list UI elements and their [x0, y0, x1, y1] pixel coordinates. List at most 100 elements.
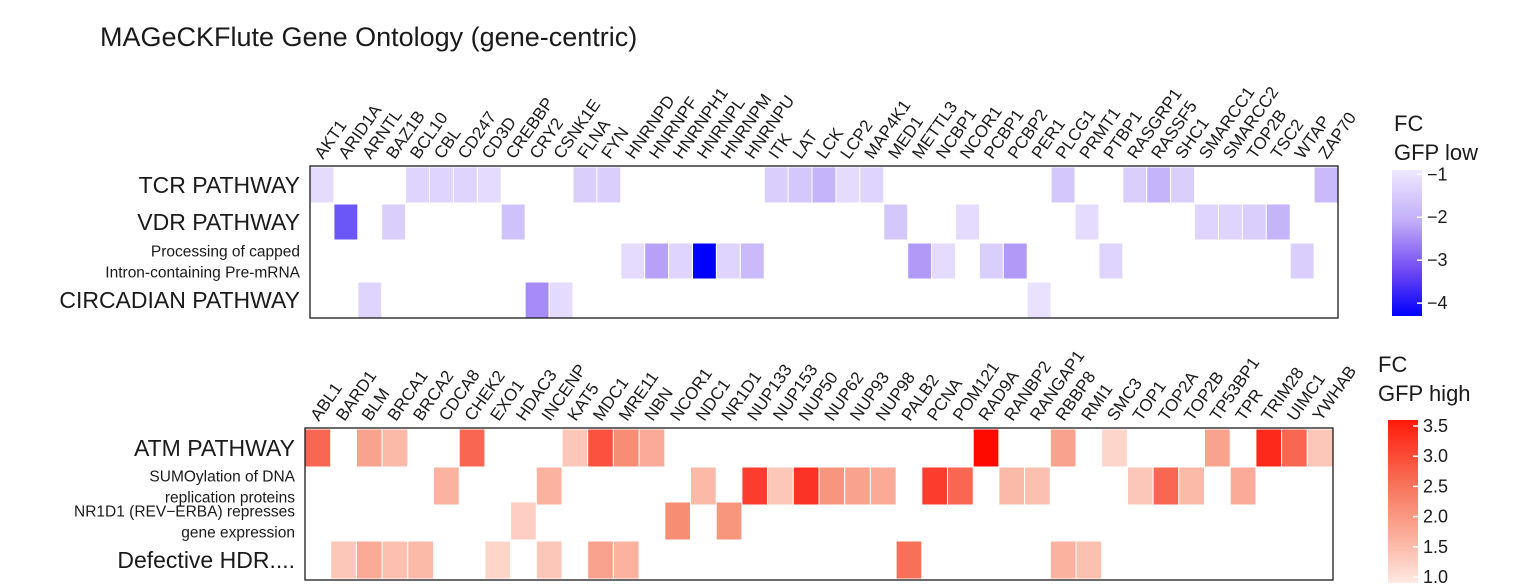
- row-label: Defective HDR....: [117, 547, 295, 573]
- heatmap-cell: PRMT1: -1.2: [1074, 203, 1100, 241]
- heatmap-cell: NUP93: 1.9: [844, 466, 871, 506]
- heatmap-cell: AKT1: -1.2: [309, 166, 335, 204]
- legend-tick-label: −1: [1427, 164, 1448, 184]
- heatmap-cell: ITK: -1.4: [763, 166, 789, 204]
- heatmap-gfp-low: AKT1ARID1AARNTLBAZ1BBCL10CBLCD247CD3DCRE…: [59, 83, 1360, 319]
- heatmap-cell: NDC1: 1.6: [690, 466, 717, 506]
- row-labels: TCR PATHWAY VDR PATHWAY Processing of capp…: [59, 172, 300, 313]
- heatmap-cell: RMI1: 1.5: [1075, 540, 1103, 580]
- chart-title: MAGeCKFlute Gene Ontology (gene-centric): [100, 22, 637, 52]
- heatmap-cell: SMC3: 1.2: [1101, 428, 1128, 468]
- heatmap-cells: ABL1: 2.6 BLM: 1.9BRCA1: 1.6 CHEK2: 2.6 KAT…: [304, 428, 1334, 580]
- legend-tick-label: −4: [1427, 293, 1448, 313]
- legend-gfp-high: FC GFP high 3.5 3.0 2.5 2.0 1.5 1.0: [1378, 352, 1471, 587]
- heatmap-cell: TSC2: -1.8: [1265, 203, 1291, 241]
- heatmap-cell: CD247: -1.3: [452, 166, 478, 204]
- legend-colorbar: [1392, 170, 1422, 316]
- heatmap-cell: FLNA: -1.4: [572, 166, 598, 204]
- heatmap-cell: CSNK1E: -1.2: [548, 281, 574, 319]
- heatmap-cell: PLCG1: -1.5: [1050, 166, 1076, 204]
- heatmap-cell: SMARCC1: -1.3: [1194, 203, 1219, 241]
- heatmap-cell: CREBBP: -1.6: [500, 203, 526, 241]
- heatmap-cell: EXO1: 1.2: [484, 540, 512, 580]
- heatmap-cell: POM121: 2.6: [947, 466, 974, 506]
- heatmap-cell: BAZ1B: -1.4: [381, 203, 407, 241]
- heatmap-cell: METTL3: -2.2: [907, 242, 933, 280]
- heatmap-cell: NUP133: 3: [741, 466, 769, 506]
- heatmap-cell: TOP2B: -1.4: [1241, 203, 1267, 241]
- heatmap-cell: HNRNPU: -1.7: [739, 242, 765, 280]
- heatmap-cell: TPR: 1.8: [1229, 466, 1257, 506]
- heatmap-cell: CD3D: -1.2: [476, 166, 502, 204]
- heatmap-cell: KAT5: 1.4: [561, 428, 589, 468]
- legend-tick-label: 2.5: [1423, 476, 1448, 496]
- legend-title: FC: [1394, 111, 1423, 136]
- legend-tick-label: 1.0: [1423, 567, 1448, 587]
- heatmap-cell: TOP2B: 1.6: [1178, 466, 1206, 506]
- heatmap-cell: BLM: 1.8: [355, 540, 383, 580]
- heatmap-cell: INCENP: 1.4: [535, 540, 563, 580]
- heatmap-cell: PALB2: 2.5: [895, 540, 923, 580]
- heatmap-cell: HDAC3: 1.3: [510, 501, 537, 541]
- heatmap-cell: MDC1: 2.8: [587, 428, 614, 468]
- heatmap-cell: PER1: -1.1: [1026, 281, 1052, 319]
- heatmap-cell: BRCA1: 1.6: [381, 428, 409, 468]
- row-label: SUMOylation of DNA: [149, 469, 295, 486]
- heatmap-cell: RASSF5: -1.8: [1146, 166, 1172, 204]
- gene-labels: ABL1BARD1BLMBRCA1BRCA2CDCA8CHEK2EXO1HDAC…: [307, 347, 1361, 424]
- legend-title: GFP high: [1378, 381, 1471, 406]
- heatmap-cell: NCBP1: -1.2: [931, 242, 956, 280]
- heatmap-cell: PCBP2: -2.2: [1002, 242, 1028, 280]
- heatmap-cell: RANBP2: 1.6: [998, 466, 1026, 506]
- gene-labels: AKT1ARID1AARNTLBAZ1BBCL10CBLCD247CD3DCRE…: [311, 83, 1360, 162]
- heatmap-cell: CHEK2: 2.6: [458, 428, 486, 468]
- heatmap-cell: NR1D1: 2.1: [715, 501, 743, 541]
- heatmap-cell: FYN: -1.4: [596, 166, 622, 204]
- heatmap-cell: PCBP1: -1.4: [978, 242, 1004, 280]
- legend-gfp-low: FC GFP low−1 −2 −3 −4: [1392, 111, 1478, 316]
- heatmap-cell: RAD9A: 3.5: [972, 428, 1000, 468]
- heatmap-cell: BRCA1: 1.5: [381, 540, 409, 580]
- heatmap-cell: TRIM28: 3.2: [1255, 428, 1283, 468]
- heatmap-gfp-high: ABL1BARD1BLMBRCA1BRCA2CDCA8CHEK2EXO1HDAC…: [74, 347, 1361, 581]
- legend-tick-label: 2.0: [1423, 507, 1448, 527]
- heatmap-cell: RANGAP1: 1.5: [1024, 466, 1051, 506]
- heatmap-cell: MED1: -1.5: [883, 203, 909, 241]
- heatmap-cell: HNRNPD: -1.2: [620, 242, 646, 280]
- heatmap-cell: RBBP8: 1.9: [1049, 428, 1077, 468]
- heatmap-cell: MDC1: 1.9: [587, 540, 614, 580]
- heatmap-cell: SHC1: -1.4: [1170, 166, 1196, 204]
- heatmap-cell: NUP50: 3.1: [792, 466, 820, 506]
- heatmap-cell: NCOR1: -1.2: [954, 203, 980, 241]
- row-label: Intron-containing Pre-mRNA: [105, 265, 300, 282]
- heatmap-cell: HNRNPH1: -1.3: [668, 242, 694, 280]
- row-label: CIRCADIAN PATHWAY: [59, 287, 300, 313]
- heatmap-cell: YWHAB: 1.4: [1306, 428, 1334, 468]
- heatmap-cell: HNRNPL: -4.2: [692, 242, 717, 280]
- row-labels: ATM PATHWAY SUMOylation of DNA replication…: [74, 435, 296, 573]
- legend-title: GFP low: [1394, 140, 1478, 165]
- heatmap-cell: NCOR1: 2.2: [664, 501, 691, 541]
- heatmap-cell: UIMC1: 2.6: [1281, 428, 1308, 468]
- heatmap-cell: CBL: -1.3: [429, 166, 454, 204]
- heatmap-cell: CRY2: -2.4: [524, 281, 550, 319]
- heatmap-cell: TOP2A: 2.6: [1152, 466, 1180, 506]
- heatmap-cells: AKT1: -1.2 BCL10: -1.3CBL: -1.3CD247: -1.…: [309, 166, 1339, 319]
- heatmap-cell: ZAP70: -1.7: [1313, 166, 1339, 204]
- heatmap-cell: NBN: 1.8: [638, 428, 666, 468]
- heatmap-cell: BRCA2: 1.6: [407, 540, 434, 580]
- heatmap-cell: TP53BP1: 1.9: [1204, 428, 1231, 468]
- heatmap-cell: MRE11: 2.2: [612, 428, 640, 468]
- heatmap-cell: NUP98: 1.8: [869, 466, 897, 506]
- legend-colorbar: [1388, 420, 1418, 583]
- heatmap-cell: RBBP8: 1.7: [1049, 540, 1077, 580]
- heatmap-cell: RASGRP1: -1.4: [1122, 166, 1148, 204]
- heatmap-cell: LCK: -1.8: [811, 166, 837, 204]
- heatmap-cell: BCL10: -1.3: [405, 166, 431, 204]
- legend-tick-label: −3: [1427, 250, 1448, 270]
- row-label: NR1D1 (REV−ERBA) represses: [74, 504, 295, 521]
- heatmap-cell: INCENP: 1.7: [535, 466, 563, 506]
- heatmap-cell: LCP2: -1.2: [835, 166, 861, 204]
- heatmap-cell: WTAP: -1.4: [1289, 242, 1315, 280]
